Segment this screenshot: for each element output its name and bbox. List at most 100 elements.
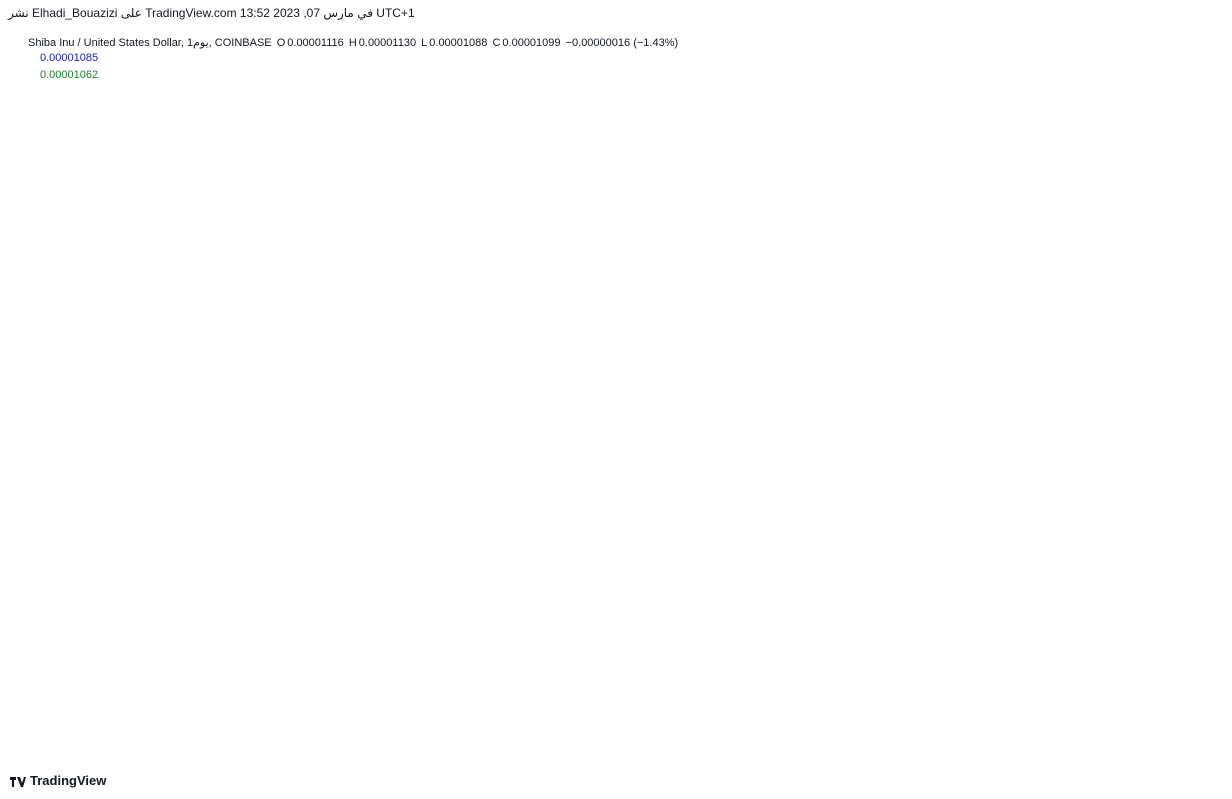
- candle-body: [708, 571, 712, 576]
- ohlc-low-label: L: [421, 37, 428, 49]
- candle-body: [449, 464, 453, 474]
- candle-body: [862, 427, 866, 438]
- y-tick-label: 0.00001600: [1154, 350, 1210, 362]
- candle-body: [251, 513, 255, 515]
- x-tick-label: يونيو: [170, 743, 192, 755]
- candle-body: [685, 564, 689, 568]
- y-tick-label: 0.00002500: [1154, 92, 1210, 104]
- candle-body: [92, 89, 96, 102]
- candle-body: [629, 561, 633, 566]
- candle-body: [234, 580, 238, 594]
- candle-body: [86, 113, 90, 116]
- candle-body: [786, 526, 790, 541]
- price-badge-label: 0.00001085: [1154, 498, 1210, 510]
- candle-body: [397, 435, 401, 443]
- candle-body: [185, 499, 189, 506]
- candle-body: [77, 91, 81, 99]
- x-tick-label: مايو: [1078, 743, 1097, 755]
- candle-body: [664, 565, 668, 568]
- candle-body: [656, 564, 660, 567]
- candle-body: [789, 526, 793, 531]
- candle-body: [592, 469, 596, 486]
- candle-body: [528, 505, 532, 516]
- candle-body: [760, 587, 764, 592]
- candle-body: [815, 468, 819, 479]
- y-tick-label: 0.00002100: [1154, 207, 1210, 219]
- candle-body: [22, 79, 26, 95]
- candle-body: [859, 408, 863, 438]
- candle-body: [821, 482, 825, 493]
- candle-body: [411, 458, 415, 465]
- candle-body: [676, 562, 680, 565]
- candle-body: [853, 397, 857, 400]
- candle-body: [228, 592, 232, 594]
- candle-body: [225, 585, 229, 593]
- candle-body: [885, 434, 889, 447]
- candle-body: [568, 533, 572, 536]
- symbol-tag-label: SHIBUSD: [1096, 493, 1143, 505]
- candle-body: [516, 490, 520, 499]
- candle-body: [653, 564, 657, 578]
- candle-body: [734, 576, 738, 589]
- y-tick-label: 0.00000400: [1154, 695, 1210, 707]
- candle-body: [115, 146, 119, 151]
- candle-body: [240, 521, 244, 551]
- candle-body: [121, 192, 125, 195]
- candle-body: [170, 489, 174, 498]
- candle-body: [638, 572, 642, 579]
- candle-body: [865, 427, 869, 443]
- candle-body: [318, 501, 322, 504]
- candle-body: [560, 526, 564, 537]
- candle-body: [775, 571, 779, 576]
- candle-body: [362, 478, 366, 484]
- candle-body: [879, 429, 883, 444]
- candle-body: [542, 525, 546, 530]
- fib-level-label: 100.00%(0.00000775): [1027, 578, 1136, 590]
- candle-body: [408, 450, 412, 465]
- y-tick-label: 0.00002600: [1154, 63, 1210, 75]
- candle-body: [379, 371, 383, 440]
- candle-body: [443, 474, 447, 478]
- candle-body: [693, 557, 697, 567]
- fib-trend-line: [756, 358, 851, 593]
- ohlc-close-label: C: [492, 37, 501, 49]
- candle-body: [583, 500, 587, 521]
- candle-body: [603, 457, 607, 465]
- candle-body: [597, 441, 601, 452]
- candle-body: [208, 523, 212, 539]
- candle-body: [749, 584, 753, 586]
- candle-body: [563, 535, 567, 537]
- candle-body: [807, 478, 811, 497]
- candle-body: [374, 477, 378, 481]
- candle-body: [580, 513, 584, 521]
- candle-body: [266, 503, 270, 521]
- candle-body: [731, 584, 735, 589]
- candle-body: [190, 500, 194, 516]
- candle-body: [702, 557, 706, 561]
- candle-body: [615, 459, 619, 478]
- tradingview-logo-icon: [10, 776, 26, 787]
- candle-body: [417, 465, 421, 479]
- symbol-legend: Shiba Inu / United States Dollar, 1يوم, …: [28, 36, 680, 49]
- y-tick-label: 0.00001500: [1154, 379, 1210, 391]
- candle-body: [257, 508, 261, 511]
- candle-body: [260, 503, 264, 510]
- candle-body: [103, 112, 107, 146]
- symbol-name[interactable]: Shiba Inu / United States Dollar, 1يوم, …: [28, 37, 272, 49]
- candle-body: [272, 511, 276, 523]
- candle-body: [414, 458, 418, 467]
- candle-body: [845, 419, 849, 456]
- candle-body: [231, 593, 235, 595]
- candle-body: [310, 501, 314, 513]
- candle-body: [97, 128, 101, 134]
- candle-body: [493, 499, 497, 508]
- candle-body: [426, 466, 430, 481]
- candle-body: [504, 486, 508, 503]
- price-badge: [1150, 502, 1230, 518]
- candle-body: [16, 61, 20, 64]
- candle-body: [752, 584, 756, 592]
- candle-body: [446, 472, 450, 475]
- ma-green-value: 0.00001062: [40, 69, 99, 81]
- candle-body: [478, 520, 482, 523]
